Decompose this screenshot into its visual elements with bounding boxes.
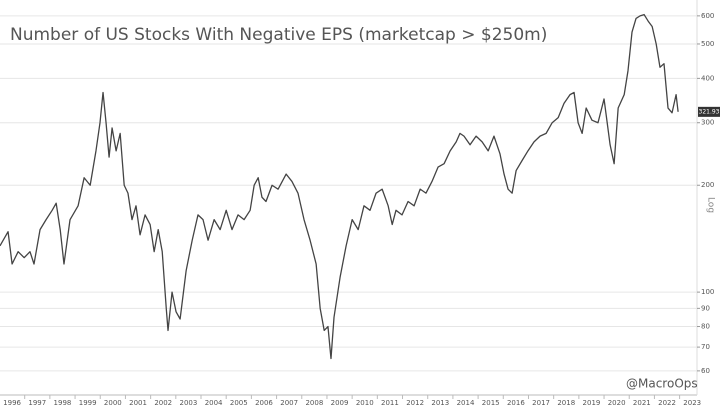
- y-tick-label: 300: [701, 119, 714, 127]
- x-tick-label: 2008: [305, 399, 323, 407]
- y-tick-label: 60: [701, 367, 710, 375]
- y-tick-label: 80: [701, 323, 710, 331]
- x-tick-label: 2022: [658, 399, 676, 407]
- y-tick-label: 600: [701, 12, 714, 20]
- y-tick-label: 90: [701, 304, 710, 312]
- x-tick-label: 2013: [431, 399, 449, 407]
- x-tick-label: 2010: [356, 399, 374, 407]
- y-tick-label: 70: [701, 343, 710, 351]
- x-tick-label: 2015: [482, 399, 500, 407]
- x-tick-label: 2011: [381, 399, 399, 407]
- y-tick-label: 400: [701, 74, 714, 82]
- y-tick-label: 500: [701, 40, 714, 48]
- y-tick-label: 100: [701, 288, 714, 296]
- x-tick-label: 2016: [507, 399, 525, 407]
- line-series: [0, 13, 679, 360]
- x-tick-label: 2019: [583, 399, 601, 407]
- x-tick-label: 2007: [280, 399, 298, 407]
- x-tick-label: 2009: [331, 399, 349, 407]
- x-tick-label: 2023: [683, 399, 701, 407]
- x-tick-label: 1999: [79, 399, 97, 407]
- x-tick-label: 2012: [406, 399, 424, 407]
- x-tick-label: 2003: [180, 399, 198, 407]
- x-tick-label: 2004: [205, 399, 223, 407]
- x-tick-label: 1997: [28, 399, 46, 407]
- x-tick-label: 2005: [230, 399, 248, 407]
- x-tick-label: 2020: [608, 399, 626, 407]
- x-tick-label: 2021: [633, 399, 651, 407]
- x-tick-label: 1998: [54, 399, 72, 407]
- end-label-box: [698, 106, 720, 117]
- scale-label: Log: [706, 197, 716, 213]
- x-tick-label: 2002: [154, 399, 172, 407]
- chart-title: Number of US Stocks With Negative EPS (m…: [10, 25, 547, 45]
- watermark: @MacroOps: [626, 377, 698, 391]
- x-tick-label: 2017: [532, 399, 550, 407]
- y-tick-label: 200: [701, 181, 714, 189]
- end-label: 321.93: [699, 108, 720, 115]
- x-tick-label: 2001: [129, 399, 147, 407]
- x-tick-label: 2018: [557, 399, 575, 407]
- x-tick-label: 2006: [255, 399, 273, 407]
- x-tick-label: 2014: [457, 399, 475, 407]
- x-tick-label: 1996: [3, 399, 21, 407]
- x-tick-label: 2000: [104, 399, 122, 407]
